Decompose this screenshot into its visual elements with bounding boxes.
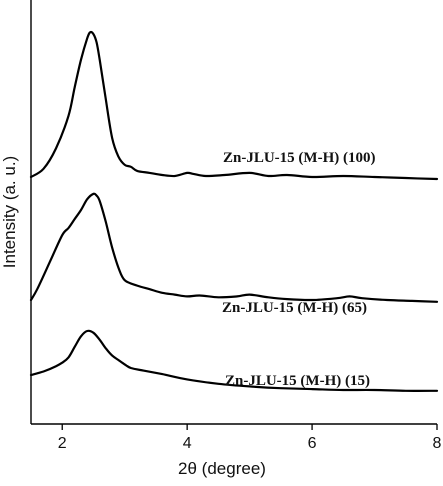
series-labels: Zn-JLU-15 (M-H) (100) Zn-JLU-15 (M-H) (65…: [222, 150, 375, 389]
x-tick-label: 2: [58, 435, 67, 452]
series-label-3: Zn-JLU-15 (M-H) (15): [225, 373, 370, 389]
x-axis-label: 2θ (degree): [178, 459, 266, 478]
y-axis-label: Intensity (a. u.): [0, 156, 19, 268]
series-curves: [29, 30, 439, 392]
series-line-1: [29, 30, 439, 181]
x-tick-label: 6: [308, 435, 317, 452]
x-axis-ticks: 2 4 6 8: [58, 424, 442, 452]
series-label-1: Zn-JLU-15 (M-H) (100): [223, 150, 375, 166]
series-label-2: Zn-JLU-15 (M-H) (65): [222, 300, 367, 316]
x-tick-label: 4: [183, 435, 192, 452]
x-tick-label: 8: [433, 435, 442, 452]
series-line-3: [29, 329, 439, 392]
series-line-2: [29, 192, 439, 303]
